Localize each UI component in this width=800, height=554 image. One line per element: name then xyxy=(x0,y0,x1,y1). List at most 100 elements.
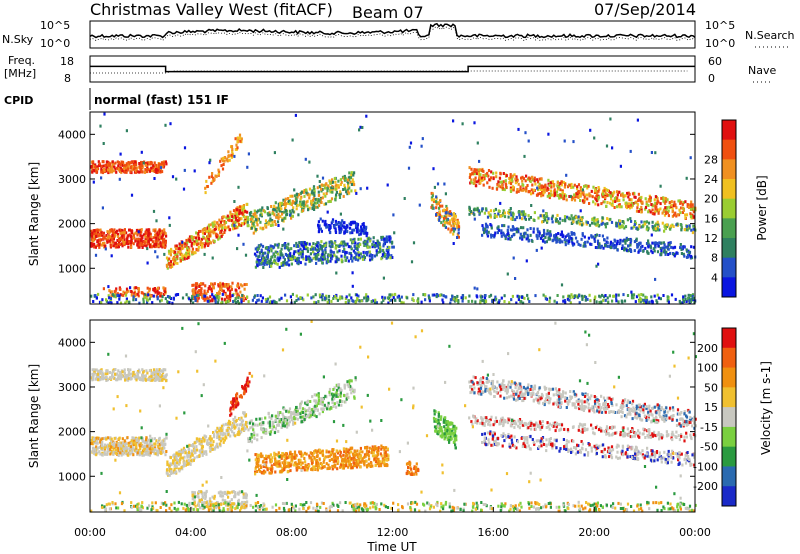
data-cell xyxy=(108,161,111,165)
data-cell xyxy=(155,449,158,453)
data-cell xyxy=(594,235,597,239)
data-cell xyxy=(318,293,321,297)
data-cell xyxy=(304,242,308,246)
data-cell xyxy=(253,209,256,213)
data-cell xyxy=(618,205,621,209)
data-cell xyxy=(589,128,592,132)
data-cell xyxy=(270,247,273,251)
data-cell xyxy=(455,223,458,227)
data-cell xyxy=(514,277,517,280)
data-cell xyxy=(664,206,667,210)
data-cell xyxy=(331,218,335,222)
data-cell xyxy=(162,286,165,290)
data-cell xyxy=(144,293,147,297)
data-cell xyxy=(689,203,692,207)
data-cell xyxy=(680,248,683,251)
data-cell xyxy=(236,284,239,288)
data-cell xyxy=(105,299,108,303)
data-cell xyxy=(629,217,632,221)
data-cell xyxy=(261,244,265,248)
data-cell xyxy=(436,182,440,186)
data-cell xyxy=(664,209,667,213)
data-cell xyxy=(239,207,242,211)
data-cell xyxy=(303,241,306,244)
data-cell xyxy=(620,299,623,303)
data-cell xyxy=(455,297,458,301)
data-cell xyxy=(294,250,297,254)
data-cell xyxy=(560,180,563,184)
data-cell xyxy=(502,231,505,235)
data-cell xyxy=(245,283,248,286)
data-cell xyxy=(556,239,559,243)
data-cell xyxy=(142,369,145,373)
data-cell xyxy=(511,294,514,298)
data-cell xyxy=(109,235,112,239)
data-cell xyxy=(674,204,677,208)
data-cell xyxy=(651,251,654,255)
data-cell xyxy=(547,217,550,221)
data-cell xyxy=(92,377,95,381)
data-cell xyxy=(127,165,130,168)
data-cell xyxy=(160,369,163,373)
data-cell xyxy=(282,227,285,231)
data-cell xyxy=(569,217,572,221)
data-cell xyxy=(357,251,360,255)
data-cell xyxy=(509,175,512,179)
data-cell xyxy=(606,217,609,221)
data-cell xyxy=(664,227,667,230)
data-cell xyxy=(622,198,625,202)
data-cell xyxy=(387,301,390,305)
data-cell xyxy=(626,191,629,195)
data-cell xyxy=(636,118,639,122)
data-cell xyxy=(255,218,258,222)
data-cell xyxy=(323,202,326,206)
data-cell xyxy=(570,293,573,297)
data-cell xyxy=(139,233,142,237)
data-cell xyxy=(406,296,409,300)
data-cell xyxy=(94,245,97,249)
data-cell xyxy=(511,185,514,189)
data-cell xyxy=(438,215,441,219)
data-cell xyxy=(171,263,174,267)
data-cell xyxy=(653,212,656,216)
data-cell xyxy=(635,237,638,241)
data-cell xyxy=(91,234,94,238)
data-cell xyxy=(385,235,388,239)
data-cell xyxy=(443,224,446,228)
data-cell xyxy=(345,295,348,299)
data-cell xyxy=(121,231,124,235)
data-cell xyxy=(181,244,184,248)
data-cell xyxy=(318,180,321,183)
data-cell xyxy=(564,235,567,239)
data-cell xyxy=(126,167,129,171)
data-cell xyxy=(152,370,155,374)
data-cell xyxy=(90,242,93,245)
data-cell xyxy=(418,203,421,207)
data-cell xyxy=(334,294,337,298)
data-cell xyxy=(195,286,198,290)
data-cell xyxy=(257,261,260,265)
data-cell xyxy=(215,232,218,236)
data-cell xyxy=(235,226,238,230)
data-cell xyxy=(333,253,336,257)
data-cell xyxy=(155,163,158,167)
data-cell xyxy=(596,221,599,225)
data-cell xyxy=(573,193,576,197)
data-cell xyxy=(566,239,569,243)
data-cell xyxy=(130,290,133,293)
data-cell xyxy=(442,301,445,305)
data-cell xyxy=(491,234,494,237)
data-cell xyxy=(640,210,643,214)
data-cell xyxy=(548,234,551,238)
colorbar-segment xyxy=(722,218,736,239)
data-cell xyxy=(98,243,101,247)
data-cell xyxy=(644,222,647,226)
data-cell xyxy=(651,204,654,208)
data-cell xyxy=(484,229,487,233)
data-cell xyxy=(588,223,592,227)
data-cell xyxy=(328,179,331,183)
data-cell xyxy=(593,136,596,140)
data-cell xyxy=(195,239,198,243)
data-cell xyxy=(297,262,300,266)
data-cell xyxy=(544,184,547,188)
